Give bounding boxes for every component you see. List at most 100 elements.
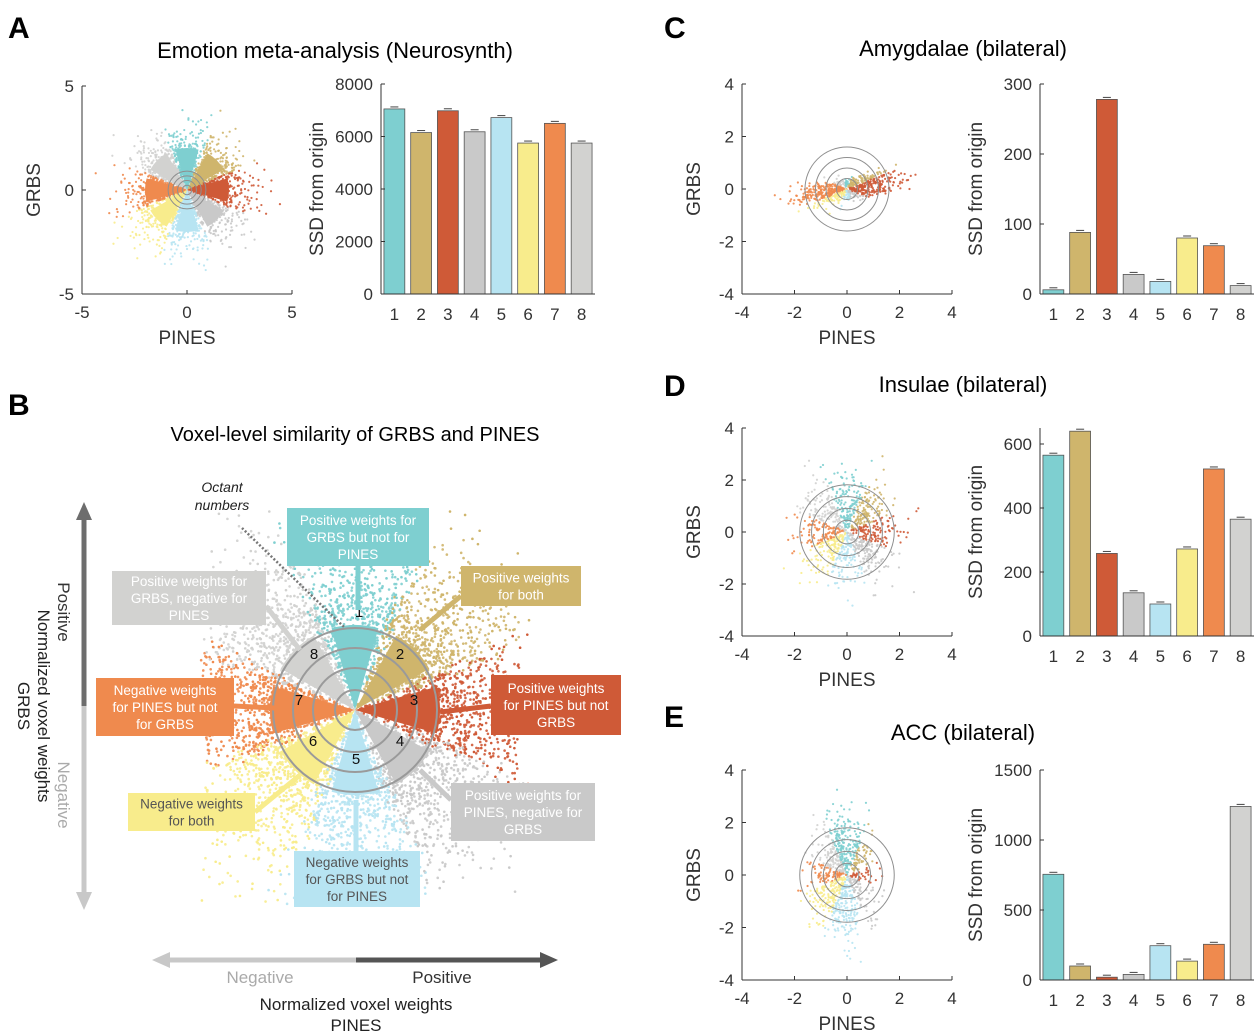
data-point bbox=[850, 882, 853, 885]
x-tick-label: 4 bbox=[947, 303, 956, 322]
data-point bbox=[836, 520, 839, 523]
data-point bbox=[823, 515, 826, 518]
data-point bbox=[855, 495, 858, 498]
data-point bbox=[870, 550, 873, 553]
x-tick-label: 0 bbox=[182, 303, 191, 322]
data-point bbox=[851, 941, 854, 944]
data-point bbox=[848, 489, 851, 492]
data-point bbox=[169, 145, 172, 149]
data-point bbox=[160, 149, 163, 152]
data-point bbox=[860, 566, 863, 569]
data-point bbox=[880, 558, 883, 561]
data-point bbox=[225, 146, 228, 150]
data-point bbox=[252, 184, 255, 187]
data-point bbox=[139, 197, 142, 200]
data-point bbox=[224, 163, 227, 166]
data-point bbox=[857, 883, 860, 886]
data-point bbox=[140, 179, 143, 182]
data-point bbox=[843, 533, 846, 536]
data-point bbox=[172, 135, 175, 138]
data-point bbox=[897, 173, 900, 176]
data-point bbox=[846, 517, 850, 520]
data-point bbox=[822, 541, 825, 544]
data-point bbox=[917, 507, 920, 510]
data-point bbox=[834, 546, 837, 549]
data-point bbox=[875, 507, 879, 510]
data-point bbox=[880, 502, 884, 506]
data-point bbox=[850, 499, 853, 502]
data-point bbox=[140, 158, 143, 161]
data-point bbox=[806, 861, 809, 864]
data-point bbox=[142, 207, 145, 211]
data-point bbox=[225, 156, 228, 159]
data-point bbox=[205, 235, 208, 238]
data-point bbox=[867, 512, 870, 515]
data-point bbox=[142, 188, 145, 191]
data-point bbox=[858, 493, 862, 497]
data-point bbox=[828, 482, 831, 485]
data-point bbox=[142, 149, 145, 152]
data-point bbox=[827, 542, 830, 546]
data-point bbox=[840, 550, 844, 553]
data-point bbox=[848, 485, 851, 488]
data-point bbox=[874, 924, 877, 927]
data-point bbox=[826, 550, 829, 553]
data-point bbox=[840, 204, 843, 207]
data-point bbox=[865, 492, 868, 495]
data-point bbox=[844, 822, 847, 825]
data-point bbox=[830, 515, 833, 519]
data-point bbox=[229, 204, 232, 207]
data-point bbox=[821, 196, 824, 200]
bar-octant-2 bbox=[1069, 231, 1091, 295]
data-point bbox=[879, 537, 882, 540]
data-point bbox=[845, 190, 848, 193]
data-point bbox=[847, 523, 850, 526]
data-point bbox=[822, 189, 826, 192]
data-point bbox=[840, 568, 844, 571]
data-point bbox=[844, 471, 847, 474]
data-point bbox=[121, 173, 125, 176]
data-point bbox=[795, 194, 798, 198]
data-point bbox=[201, 129, 204, 133]
data-point bbox=[198, 225, 201, 228]
data-point bbox=[821, 463, 825, 467]
data-point bbox=[146, 157, 150, 160]
data-point bbox=[148, 174, 151, 177]
data-point bbox=[142, 151, 146, 154]
data-point bbox=[802, 558, 806, 561]
data-point bbox=[179, 144, 182, 147]
data-point bbox=[238, 140, 241, 143]
data-point bbox=[849, 195, 852, 198]
data-point bbox=[822, 919, 825, 923]
data-point bbox=[152, 178, 155, 181]
data-point bbox=[819, 494, 822, 498]
x-tick-label: 1 bbox=[1049, 305, 1058, 324]
data-point bbox=[217, 138, 220, 141]
data-point bbox=[246, 198, 249, 201]
data-point bbox=[872, 526, 875, 529]
y-tick-label: 8000 bbox=[335, 75, 373, 94]
data-point bbox=[176, 140, 179, 143]
data-point bbox=[236, 193, 239, 197]
data-point bbox=[171, 241, 174, 244]
data-point bbox=[874, 565, 877, 568]
data-point bbox=[821, 568, 824, 571]
data-point bbox=[127, 191, 130, 194]
data-point bbox=[809, 190, 813, 193]
data-point bbox=[139, 173, 142, 176]
data-point bbox=[819, 858, 822, 861]
data-point bbox=[213, 232, 216, 235]
data-point bbox=[890, 527, 894, 530]
data-point bbox=[172, 222, 175, 225]
data-point bbox=[205, 121, 208, 124]
data-point bbox=[144, 172, 147, 175]
data-point bbox=[217, 149, 220, 152]
data-point bbox=[175, 157, 178, 160]
data-point bbox=[198, 262, 201, 265]
bar-octant-1 bbox=[1042, 289, 1065, 295]
data-point bbox=[224, 176, 228, 179]
data-point bbox=[832, 536, 835, 539]
data-point bbox=[142, 195, 146, 198]
data-point bbox=[149, 176, 153, 179]
